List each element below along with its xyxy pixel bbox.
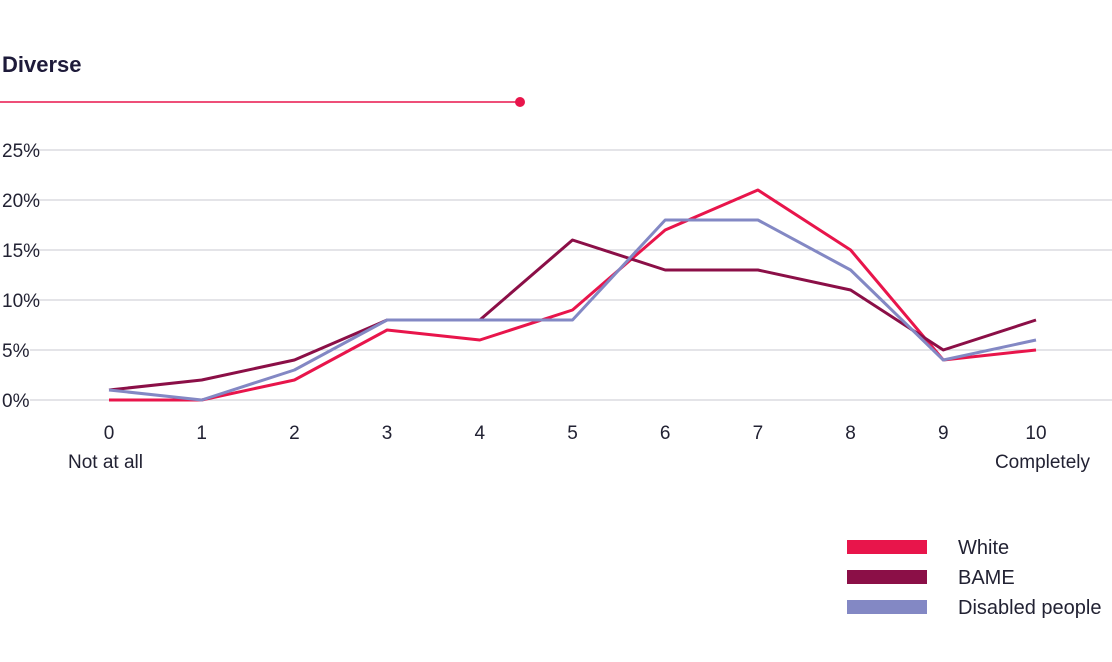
x-tick-label: 6: [660, 423, 671, 444]
legend-swatch: [847, 570, 927, 584]
x-tick-label: 0: [104, 423, 115, 444]
legend-swatch: [847, 540, 927, 554]
x-axis-left-label: Not at all: [68, 452, 143, 473]
x-tick-label: 3: [382, 423, 393, 444]
series-line: [108, 218, 1037, 402]
legend: White BAME Disabled people: [847, 537, 1101, 619]
legend-label: Disabled people: [958, 597, 1101, 619]
x-axis-right-label: Completely: [995, 452, 1091, 473]
y-axis-ticks: 0% 5% 10% 15% 20% 25%: [2, 141, 40, 412]
y-tick-label: 20%: [2, 191, 40, 212]
y-tick-label: 25%: [2, 141, 40, 162]
legend-swatch: [847, 600, 927, 614]
y-tick-label: 15%: [2, 241, 40, 262]
x-tick-label: 7: [753, 423, 764, 444]
chart-title: Diverse: [2, 52, 82, 77]
series-line: [108, 238, 1037, 392]
y-tick-label: 0%: [2, 391, 30, 412]
x-tick-label: 8: [845, 423, 856, 444]
x-tick-label: 1: [196, 423, 207, 444]
legend-label: BAME: [958, 567, 1015, 589]
gridlines: [30, 149, 1112, 401]
title-accent-dot: [515, 97, 525, 107]
x-tick-label: 2: [289, 423, 300, 444]
y-tick-label: 10%: [2, 291, 40, 312]
y-tick-label: 5%: [2, 341, 30, 362]
series-lines: [108, 188, 1037, 402]
x-tick-label: 5: [567, 423, 578, 444]
legend-label: White: [958, 537, 1009, 559]
x-tick-label: 9: [938, 423, 949, 444]
x-tick-label: 4: [475, 423, 486, 444]
x-axis-ticks: 0 1 2 3 4 5 6 7 8 9 10: [104, 423, 1047, 444]
x-tick-label: 10: [1025, 423, 1046, 444]
series-line: [109, 188, 1037, 402]
